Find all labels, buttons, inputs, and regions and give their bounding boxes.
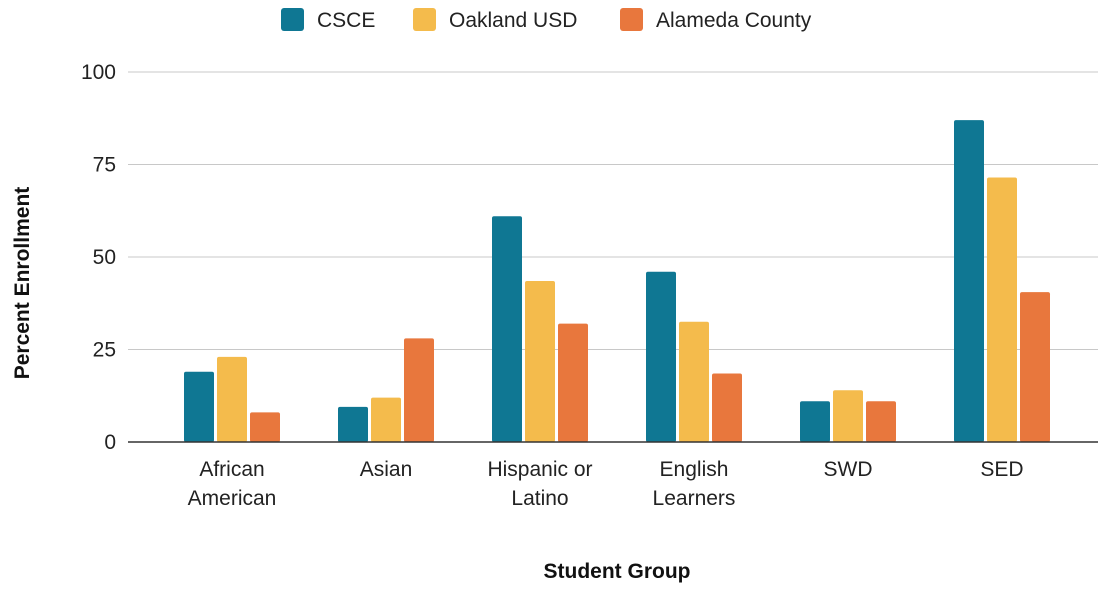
y-tick-label: 75 [93, 154, 116, 177]
legend-label: CSCE [317, 9, 375, 32]
x-tick-label: SED [980, 458, 1023, 481]
x-axis-label: Student Group [544, 560, 691, 583]
legend-item: Oakland USD [413, 8, 577, 32]
bar-alameda-county [1020, 292, 1050, 442]
bar-csce [646, 271, 676, 442]
bar-csce [800, 401, 830, 442]
bars [184, 120, 1050, 442]
x-tick-label: SWD [824, 458, 873, 481]
bar-oakland-usd [679, 321, 709, 442]
bar-alameda-county [404, 338, 434, 442]
y-tick-label: 0 [104, 431, 116, 454]
bar-alameda-county [250, 412, 280, 442]
legend-swatch [281, 8, 304, 31]
bar-alameda-county [558, 323, 588, 442]
legend-swatch [620, 8, 643, 31]
y-tick-label: 25 [93, 339, 116, 362]
gridlines [128, 71, 1098, 350]
x-tick-label: African American [188, 458, 277, 510]
x-tick-label: English Learners [653, 458, 736, 510]
legend-label: Oakland USD [449, 9, 577, 32]
y-axis-label: Percent Enrollment [11, 187, 34, 380]
bar-csce [338, 406, 368, 442]
bar-oakland-usd [833, 390, 863, 442]
legend-item: Alameda County [620, 8, 812, 32]
bar-alameda-county [866, 401, 896, 442]
bar-oakland-usd [525, 281, 555, 442]
x-tick-label: Hispanic or Latino [487, 458, 592, 510]
legend-label: Alameda County [656, 9, 812, 32]
y-tick-label: 100 [81, 61, 116, 84]
legend-swatch [413, 8, 436, 31]
y-axis-ticks: 0 25 50 75 100 [81, 61, 116, 454]
y-tick-label: 50 [93, 246, 116, 269]
bar-oakland-usd [987, 177, 1017, 442]
x-tick-label: Asian [360, 458, 413, 481]
bar-oakland-usd [217, 356, 247, 442]
bar-alameda-county [712, 373, 742, 442]
legend: CSCE Oakland USD Alameda County [281, 8, 812, 32]
bar-csce [954, 120, 984, 442]
bar-csce [492, 216, 522, 442]
bar-csce [184, 371, 214, 442]
x-axis-ticks: African American Asian Hispanic or Latino Eng… [188, 458, 1024, 510]
legend-item: CSCE [281, 8, 375, 32]
bar-oakland-usd [371, 397, 401, 442]
